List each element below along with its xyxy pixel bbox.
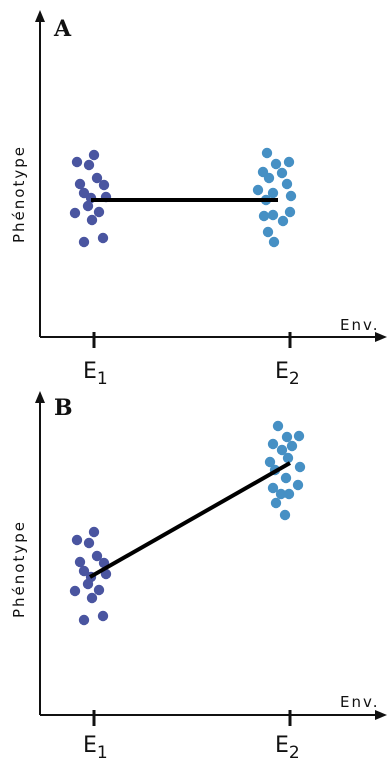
- e2-individual-point: [277, 215, 289, 227]
- e2-individual-point: [267, 482, 279, 494]
- panel-b-y-label: Phénotype: [10, 520, 28, 618]
- e1-individual-point: [71, 534, 83, 546]
- e1-individual-point: [71, 156, 83, 168]
- panel-a-x-label: Env.: [340, 316, 379, 334]
- e2-individual-point: [267, 438, 279, 450]
- e1-individual-point: [83, 537, 95, 549]
- e2-individual-point: [285, 190, 297, 202]
- e1-individual-point: [74, 178, 86, 190]
- panel-b-x-label: Env.: [340, 693, 379, 711]
- e1-individual-point: [69, 207, 81, 219]
- e2-individual-point: [276, 444, 288, 456]
- panel-a-y-label: Phénotype: [10, 145, 28, 243]
- e1-individual-point: [86, 214, 98, 226]
- panel-b-tick-label-e1: E1: [83, 733, 108, 761]
- e2-individual-point: [258, 210, 270, 222]
- e2-individual-point: [270, 497, 282, 509]
- e1-individual-point: [91, 550, 103, 562]
- e2-individual-point: [293, 430, 305, 442]
- panel-b-y-arrowhead: [35, 391, 45, 403]
- panel-b-points: [69, 420, 306, 626]
- panel-b-x-arrowhead: [375, 710, 387, 720]
- e2-individual-point: [272, 420, 284, 432]
- e1-individual-point: [83, 159, 95, 171]
- e2-individual-point: [284, 206, 296, 218]
- e2-individual-point: [267, 187, 279, 199]
- e2-individual-point: [294, 461, 306, 473]
- e2-individual-point: [264, 456, 276, 468]
- panel-b-tick-label-e2: E2: [275, 733, 300, 761]
- e2-individual-point: [283, 156, 295, 168]
- e1-individual-point: [88, 149, 100, 161]
- panel-a-tick-label-e1: E1: [83, 359, 108, 389]
- e1-individual-point: [97, 232, 109, 244]
- e1-individual-point: [78, 565, 90, 577]
- panel-a-label: A: [53, 16, 72, 42]
- panel-a-points: [69, 147, 297, 248]
- e2-individual-point: [267, 209, 279, 221]
- e1-individual-point: [78, 236, 90, 248]
- e2-individual-point: [281, 431, 293, 443]
- e2-individual-point: [263, 172, 275, 184]
- e1-individual-point: [91, 172, 103, 184]
- panel-a-x-arrowhead: [375, 332, 387, 342]
- e1-individual-point: [82, 578, 94, 590]
- panel-b-label: B: [54, 395, 73, 421]
- e2-individual-point: [261, 147, 273, 159]
- e1-individual-point: [78, 614, 90, 626]
- e1-individual-point: [69, 585, 81, 597]
- e2-individual-point: [276, 167, 288, 179]
- e2-individual-point: [262, 226, 274, 238]
- e1-individual-point: [97, 610, 109, 622]
- e1-individual-point: [88, 526, 100, 538]
- e2-individual-point: [268, 236, 280, 248]
- e1-individual-point: [74, 556, 86, 568]
- e1-individual-point: [93, 584, 105, 596]
- e1-individual-point: [98, 179, 110, 191]
- e2-individual-point: [270, 158, 282, 170]
- e1-individual-point: [86, 592, 98, 604]
- panel-a-y-arrowhead: [35, 10, 45, 22]
- e1-individual-point: [82, 200, 94, 212]
- e2-individual-point: [282, 452, 294, 464]
- e2-individual-point: [283, 488, 295, 500]
- e2-individual-point: [281, 178, 293, 190]
- e2-individual-point: [280, 472, 292, 484]
- e2-individual-point: [275, 488, 287, 500]
- e2-individual-point: [279, 509, 291, 521]
- panel-b: B Phénotype Env. E1 E2: [10, 391, 387, 761]
- e2-individual-point: [292, 479, 304, 491]
- panel-a-tick-label-e2: E2: [275, 359, 300, 389]
- e2-individual-point: [286, 440, 298, 452]
- e1-individual-point: [93, 206, 105, 218]
- panel-b-reaction-norm: [89, 461, 291, 579]
- e2-individual-point: [252, 184, 264, 196]
- panel-a: A Phénotype Env. E1 E2: [10, 10, 387, 389]
